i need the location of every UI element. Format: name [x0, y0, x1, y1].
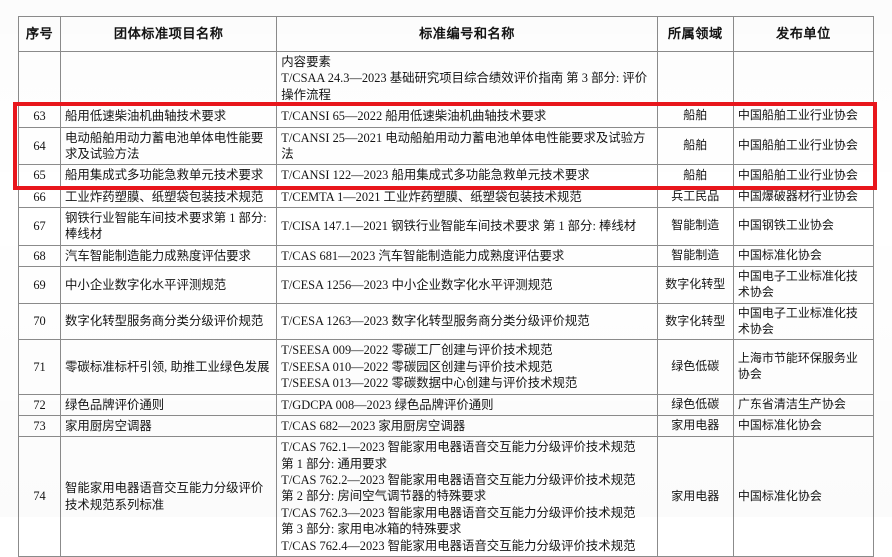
cell-org: 上海市节能环保服务业协会 [732, 339, 875, 395]
cell-org: 中国船舶工业行业协会 [732, 126, 875, 166]
cell-field: 船舶 [656, 105, 734, 128]
column-header-code: 标准编号和名称 [276, 16, 658, 52]
cell-field [656, 50, 734, 107]
cell-org: 中国标准化协会 [732, 436, 875, 557]
cell-no: 68 [17, 244, 62, 268]
table-row: 63 船用低速柴油机曲轴技术要求 T/CANSI 65—2022 船用低速柴油机曲轴… [17, 105, 875, 128]
column-header-field: 所属领域 [656, 16, 734, 52]
cell-code: T/SEESA 009—2022 零碳工厂创建与评价技术规范 T/SEESA 0… [276, 339, 658, 395]
cell-no: 69 [17, 266, 62, 304]
cell-field: 船舶 [656, 126, 734, 166]
table-row: 65 船用集成式多功能急救单元技术要求 T/CANSI 122—2023 船用集成式… [17, 164, 875, 187]
table-row: 71 零碳标准标杆引领, 助推工业绿色发展 T/SEESA 009—2022 零碳工… [17, 339, 875, 395]
cell-no: 66 [17, 185, 62, 209]
cell-name: 船用低速柴油机曲轴技术要求 [60, 105, 278, 128]
cell-name: 数字化转型服务商分类分级评价规范 [60, 302, 278, 341]
cell-name: 工业炸药塑膜、纸塑袋包装技术规范 [60, 185, 278, 209]
cell-code: T/CANSI 25—2021 电动船舶用动力蓄电池单体电性能要求及试验方法 [276, 126, 658, 166]
cell-no: 65 [17, 164, 62, 187]
cell-no: 72 [17, 393, 62, 416]
cell-name: 绿色品牌评价通则 [60, 393, 278, 416]
cell-field: 绿色低碳 [656, 393, 734, 416]
table-row: 66 工业炸药塑膜、纸塑袋包装技术规范 T/CEMTA 1—2021 工业炸药塑膜、… [17, 185, 875, 209]
cell-org: 中国标准化协会 [732, 414, 875, 438]
cell-field: 兵工民品 [656, 185, 734, 209]
cell-org [732, 50, 875, 107]
cell-org: 中国钢铁工业协会 [732, 207, 875, 246]
cell-org: 中国电子工业标准化技术协会 [732, 302, 875, 341]
table-row: 内容要素 T/CSAA 24.3—2023 基础研究项目综合绩效评价指南 第 3… [17, 50, 875, 107]
cell-name: 零碳标准标杆引领, 助推工业绿色发展 [60, 339, 278, 395]
column-header-no: 序号 [17, 16, 62, 52]
cell-name: 电动船舶用动力蓄电池单体电性能要求及试验方法 [60, 126, 278, 166]
cell-no: 63 [17, 105, 62, 128]
cell-org: 广东省清洁生产协会 [732, 393, 875, 416]
table-row: 72 绿色品牌评价通则 T/GDCPA 008—2023 绿色品牌评价通则 绿色低碳广… [17, 393, 875, 416]
cell-code: T/CAS 681—2023 汽车智能制造能力成熟度评估要求 [276, 244, 658, 268]
cell-field: 智能制造 [656, 244, 734, 268]
cell-code: T/CESA 1256—2023 中小企业数字化水平评测规范 [276, 266, 658, 304]
cell-field: 数字化转型 [656, 302, 734, 341]
cell-code: T/CAS 762.1—2023 智能家用电器语音交互能力分级评价技术规范 第 … [276, 436, 658, 557]
cell-no: 67 [17, 207, 62, 246]
cell-code: T/CANSI 122—2023 船用集成式多功能急救单元技术要求 [276, 164, 658, 187]
table-row: 67 钢铁行业智能车间技术要求第 1 部分: 棒线材 T/CISA 147.1—20… [17, 207, 875, 246]
cell-field: 绿色低碳 [656, 339, 734, 395]
cell-field: 家用电器 [656, 436, 734, 557]
cell-code: T/CEMTA 1—2021 工业炸药塑膜、纸塑袋包装技术规范 [276, 185, 658, 209]
cell-no [17, 50, 62, 107]
column-header-name: 团体标准项目名称 [60, 16, 278, 52]
cell-no: 73 [17, 414, 62, 438]
cell-code: T/CESA 1263—2023 数字化转型服务商分类分级评价规范 [276, 302, 658, 341]
cell-org: 中国爆破器材行业协会 [732, 185, 875, 209]
cell-no: 64 [17, 126, 62, 166]
cell-code: T/CISA 147.1—2021 钢铁行业智能车间技术要求 第 1 部分: 棒… [276, 207, 658, 246]
table-row: 70 数字化转型服务商分类分级评价规范 T/CESA 1263—2023 数字化转型… [17, 302, 875, 341]
table-row: 74 智能家用电器语音交互能力分级评价技术规范系列标准 T/CAS 762.1—20… [17, 436, 875, 557]
table-row: 73 家用厨房空调器 T/CAS 682—2023 家用厨房空调器 家用电器 中国标准化… [17, 414, 875, 438]
cell-no: 74 [17, 436, 62, 557]
cell-field: 家用电器 [656, 414, 734, 438]
table-row: 64 电动船舶用动力蓄电池单体电性能要求及试验方法 T/CANSI 25—2021 … [17, 126, 875, 166]
standards-table: 序号 团体标准项目名称 标准编号和名称 所属领域 发布单位 内容要素 T/CSA… [17, 16, 875, 557]
table-body: 内容要素 T/CSAA 24.3—2023 基础研究项目综合绩效评价指南 第 3… [17, 50, 875, 557]
cell-no: 70 [17, 302, 62, 341]
cell-name: 汽车智能制造能力成熟度评估要求 [60, 244, 278, 268]
table-header: 序号 团体标准项目名称 标准编号和名称 所属领域 发布单位 [17, 16, 875, 52]
cell-field: 智能制造 [656, 207, 734, 246]
cell-code: T/CAS 682—2023 家用厨房空调器 [276, 414, 658, 438]
cell-name: 船用集成式多功能急救单元技术要求 [60, 164, 278, 187]
cell-org: 中国船舶工业行业协会 [732, 164, 875, 187]
cell-name: 中小企业数字化水平评测规范 [60, 266, 278, 304]
cell-field: 船舶 [656, 164, 734, 187]
column-header-org: 发布单位 [732, 16, 875, 52]
cell-org: 中国电子工业标准化技术协会 [732, 266, 875, 304]
cell-name: 智能家用电器语音交互能力分级评价技术规范系列标准 [60, 436, 278, 557]
cell-name [60, 50, 278, 107]
cell-org: 中国标准化协会 [732, 244, 875, 268]
cell-name: 钢铁行业智能车间技术要求第 1 部分: 棒线材 [60, 207, 278, 246]
cell-code: T/GDCPA 008—2023 绿色品牌评价通则 [276, 393, 658, 416]
cell-field: 数字化转型 [656, 266, 734, 304]
table-row: 69 中小企业数字化水平评测规范 T/CESA 1256—2023 中小企业数字化水… [17, 266, 875, 304]
cell-org: 中国船舶工业行业协会 [732, 105, 875, 128]
table-header-row: 序号 团体标准项目名称 标准编号和名称 所属领域 发布单位 [17, 16, 875, 52]
cell-code: 内容要素 T/CSAA 24.3—2023 基础研究项目综合绩效评价指南 第 3… [276, 50, 658, 107]
cell-no: 71 [17, 339, 62, 395]
table-row: 68 汽车智能制造能力成熟度评估要求 T/CAS 681—2023 汽车智能制造能力… [17, 244, 875, 268]
cell-code: T/CANSI 65—2022 船用低速柴油机曲轴技术要求 [276, 105, 658, 128]
cell-name: 家用厨房空调器 [60, 414, 278, 438]
